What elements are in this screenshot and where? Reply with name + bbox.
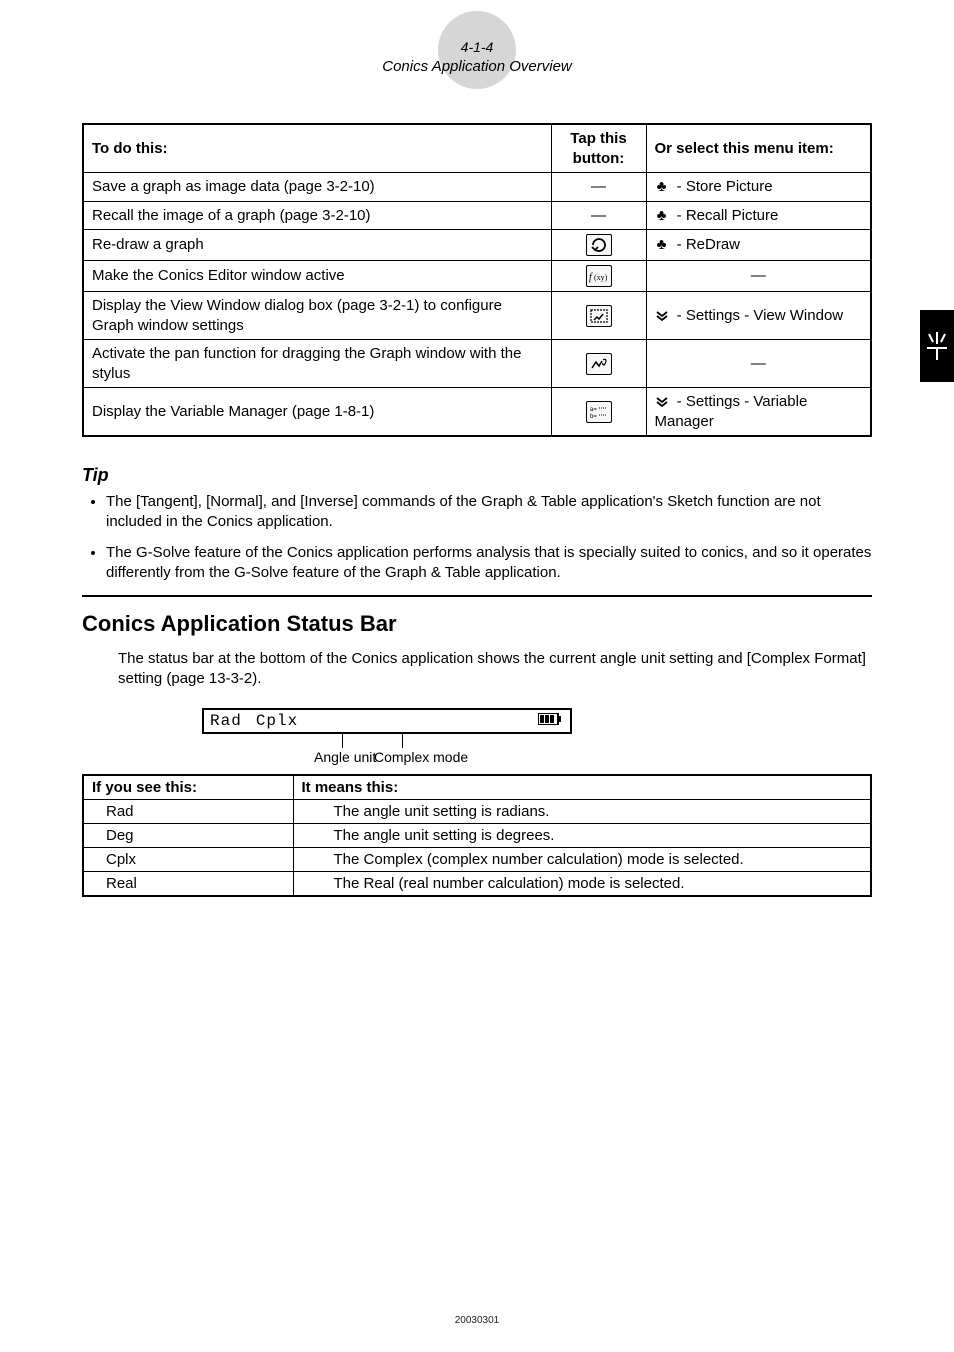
tip-title: Tip — [82, 465, 872, 486]
button-cell — [551, 230, 646, 261]
button-cell: — — [551, 201, 646, 230]
actions-row: Display the Variable Manager (page 1-8-1… — [83, 388, 871, 437]
status-key: Rad — [83, 799, 293, 823]
leader-complex-label: Complex mode — [374, 749, 468, 765]
tip-block: Tip The [Tangent], [Normal], and [Invers… — [82, 465, 872, 583]
svg-text:(xy): (xy) — [594, 273, 608, 282]
todo-cell: Display the Variable Manager (page 1-8-1… — [83, 388, 551, 437]
no-menu-dash: — — [655, 354, 863, 374]
menu-text: - Store Picture — [673, 178, 773, 195]
status-key: Cplx — [83, 847, 293, 871]
button-cell — [551, 292, 646, 340]
side-tab-icon — [920, 310, 954, 382]
menu-text: - Settings - View Window — [673, 307, 844, 324]
settings-menu-icon — [655, 306, 669, 326]
button-cell: — — [551, 173, 646, 202]
footer-id: 20030301 — [455, 1315, 500, 1326]
actions-row: Recall the image of a graph (page 3-2-10… — [83, 201, 871, 230]
page-header: 4-1-4 Conics Application Overview — [82, 38, 872, 77]
fxy-icon: f(xy) — [586, 265, 612, 287]
statusdef-key-header: If you see this: — [83, 775, 293, 800]
menu-text: - Recall Picture — [673, 207, 779, 224]
todo-cell: Recall the image of a graph (page 3-2-10… — [83, 201, 551, 230]
no-button-dash: — — [560, 206, 638, 226]
status-key: Real — [83, 871, 293, 896]
section-separator — [82, 595, 872, 597]
statusdef-val-header: It means this: — [293, 775, 871, 800]
no-menu-dash: — — [655, 266, 863, 286]
menu-text: - Settings - Variable Manager — [655, 393, 808, 430]
menu-cell: — — [646, 340, 871, 388]
menu-text: - ReDraw — [673, 236, 741, 253]
leader-angle-label: Angle unit — [314, 749, 376, 765]
settings-menu-icon — [655, 392, 669, 412]
button-cell: f(xy) — [551, 261, 646, 292]
todo-cell: Re-draw a graph — [83, 230, 551, 261]
statusbar-leaders: Angle unit Complex mode — [322, 734, 872, 770]
menu-cell: — — [646, 261, 871, 292]
section-intro: The status bar at the bottom of the Coni… — [118, 649, 872, 690]
status-key: Deg — [83, 823, 293, 847]
statusbar-cplx: Cplx — [256, 712, 298, 730]
menu-cell: ♣ - ReDraw — [646, 230, 871, 261]
menu-cell: ♣ - Store Picture — [646, 173, 871, 202]
spade-icon: ♣ — [655, 235, 669, 255]
status-def-row: CplxThe Complex (complex number calculat… — [83, 847, 871, 871]
todo-cell: Save a graph as image data (page 3-2-10) — [83, 173, 551, 202]
menu-cell: - Settings - View Window — [646, 292, 871, 340]
status-def-row: RealThe Real (real number calculation) m… — [83, 871, 871, 896]
status-def-row: RadThe angle unit setting is radians. — [83, 799, 871, 823]
pan-icon — [586, 353, 612, 375]
tip-item: The [Tangent], [Normal], and [Inverse] c… — [106, 492, 872, 533]
spade-icon: ♣ — [655, 177, 669, 197]
col-todo-header: To do this: — [83, 124, 551, 173]
tip-list: The [Tangent], [Normal], and [Inverse] c… — [82, 492, 872, 583]
status-val: The Complex (complex number calculation)… — [293, 847, 871, 871]
spade-icon: ♣ — [655, 206, 669, 226]
actions-row: Save a graph as image data (page 3-2-10)… — [83, 173, 871, 202]
svg-text:f: f — [589, 272, 593, 283]
col-menu-header: Or select this menu item: — [646, 124, 871, 173]
status-val: The angle unit setting is degrees. — [293, 823, 871, 847]
button-cell — [551, 340, 646, 388]
svg-text:b=: b= — [590, 414, 597, 420]
tip-item: The G-Solve feature of the Conics applic… — [106, 543, 872, 584]
menu-cell: - Settings - Variable Manager — [646, 388, 871, 437]
section-title: Conics Application Status Bar — [82, 611, 872, 637]
status-val: The Real (real number calculation) mode … — [293, 871, 871, 896]
actions-row: Display the View Window dialog box (page… — [83, 292, 871, 340]
redraw-icon — [586, 234, 612, 256]
no-button-dash: — — [560, 177, 638, 197]
menu-cell: ♣ - Recall Picture — [646, 201, 871, 230]
actions-row: Make the Conics Editor window active f(xy… — [83, 261, 871, 292]
actions-row: Activate the pan function for dragging t… — [83, 340, 871, 388]
todo-cell: Activate the pan function for dragging t… — [83, 340, 551, 388]
variable-manager-icon: a=b= — [586, 401, 612, 423]
page-subtitle: Conics Application Overview — [82, 57, 872, 77]
statusbar-rad: Rad — [210, 712, 242, 730]
view-window-icon — [586, 305, 612, 327]
status-bar-illustration: Rad Cplx — [202, 708, 572, 734]
svg-text:a=: a= — [590, 407, 597, 413]
button-cell: a=b= — [551, 388, 646, 437]
page-number: 4-1-4 — [82, 38, 872, 57]
status-val: The angle unit setting is radians. — [293, 799, 871, 823]
status-def-row: DegThe angle unit setting is degrees. — [83, 823, 871, 847]
todo-cell: Display the View Window dialog box (page… — [83, 292, 551, 340]
actions-table: To do this: Tap this button: Or select t… — [82, 123, 872, 437]
battery-icon — [538, 712, 562, 730]
col-button-header: Tap this button: — [551, 124, 646, 173]
actions-row: Re-draw a graph ♣ - ReDraw — [83, 230, 871, 261]
todo-cell: Make the Conics Editor window active — [83, 261, 551, 292]
status-definitions-table: If you see this: It means this: RadThe a… — [82, 774, 872, 897]
